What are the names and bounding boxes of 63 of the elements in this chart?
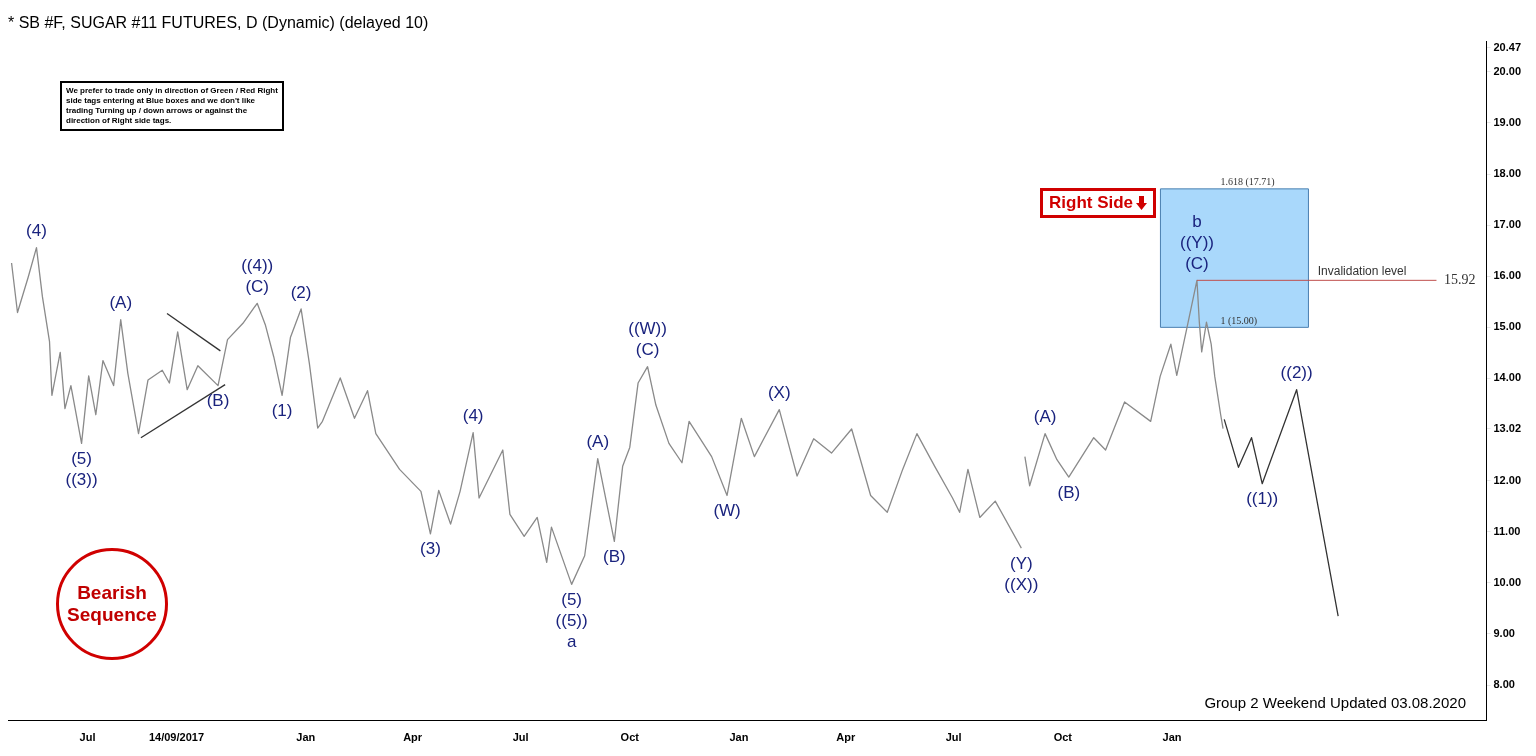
annotation: 1.618 (17.71) [1220,176,1275,189]
annotation: (C) [1185,254,1209,274]
annotation: 15.92 [1444,272,1476,287]
annotation: (Y) [1010,553,1033,573]
annotation: (B) [603,547,626,567]
x-tick-label: Jul [79,731,96,744]
annotation: ((5)) [555,611,588,631]
annotation: ((W)) [628,319,667,339]
annotation: We prefer to trade only in direction of Green / Red Right side tags entering at Blue boxes and we don't like trading Turning up / down arrows or against the direction of Right side tags. [66,86,278,125]
annotation: ((3)) [65,470,98,490]
annotation: ((X)) [1004,574,1039,594]
x-tick-label: Jul [512,731,529,744]
y-tick-label: 11.00 [1493,524,1521,537]
y-tick-label: 16.00 [1493,269,1521,282]
annotation: (4) [462,406,484,426]
annotation: ((Y)) [1179,233,1214,253]
x-tick-label: Apr [403,731,423,744]
annotation: Right Side [1049,193,1134,213]
x-tick-label: Jul [945,731,962,744]
y-tick-label: 18.00 [1493,167,1521,180]
y-tick-label: 14.00 [1493,371,1521,384]
annotation: (C) [245,277,269,297]
x-tick-label: Apr [836,731,856,744]
x-tick-label: Oct [1053,731,1073,744]
y-tick-label: 10.00 [1493,575,1521,588]
annotation: (5) [71,449,92,469]
x-tick-label: Jan [729,731,749,744]
annotation: (4) [26,221,47,241]
annotation: b [1192,212,1202,232]
annotation: (1) [271,400,293,420]
annotation: 1 (15.00) [1220,314,1258,327]
annotation: (B) [206,391,230,411]
y-tick-label: 12.00 [1493,473,1521,486]
annotation: (A) [586,432,610,452]
annotation: ((1)) [1246,489,1279,509]
y-tick-label: 15.00 [1493,320,1521,333]
y-tick-label: 20.47 [1493,40,1521,53]
y-tick-label: 20.00 [1493,64,1521,77]
annotation: (2) [290,282,312,302]
annotation: Group 2 Weekend Updated 03.08.2020 [1204,694,1466,711]
x-tick-label: Oct [620,731,640,744]
annotation: (5) [561,590,583,610]
y-tick-label: 8.00 [1493,678,1515,691]
x-tick-label: Jan [1162,731,1182,744]
annotation: ((2)) [1280,363,1313,383]
annotation: (C) [635,340,660,360]
annotation: ((4)) [241,256,274,276]
x-tick-label: 14/09/2017 [148,731,205,744]
annotation: (X) [767,383,791,403]
annotation: (3) [420,539,441,559]
annotation: a [566,632,577,652]
annotation: (W) [713,501,741,521]
annotation: (A) [109,293,133,313]
annotation: (A) [1033,407,1057,427]
chart-title: * SB #F, SUGAR #11 FUTURES, D (Dynamic) (delayed 10) [8,14,429,32]
y-tick-label: 17.00 [1493,218,1521,231]
y-tick-label: 13.02 [1493,421,1521,434]
annotation: Bearish Sequence [66,582,158,626]
ref-line-label: Invalidation level [1317,264,1407,279]
x-tick-label: Jan [296,731,316,744]
annotation: (B) [1057,482,1081,502]
y-tick-label: 9.00 [1493,626,1515,639]
y-tick-label: 19.00 [1493,115,1521,128]
